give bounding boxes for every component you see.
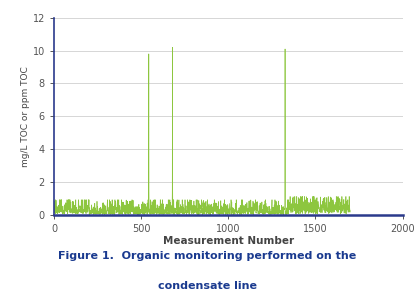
Text: condensate line: condensate line <box>158 281 257 291</box>
X-axis label: Measurement Number: Measurement Number <box>163 236 294 246</box>
Text: Figure 1.  Organic monitoring performed on the: Figure 1. Organic monitoring performed o… <box>59 251 356 261</box>
Y-axis label: mg/L TOC or ppm TOC: mg/L TOC or ppm TOC <box>21 66 30 167</box>
